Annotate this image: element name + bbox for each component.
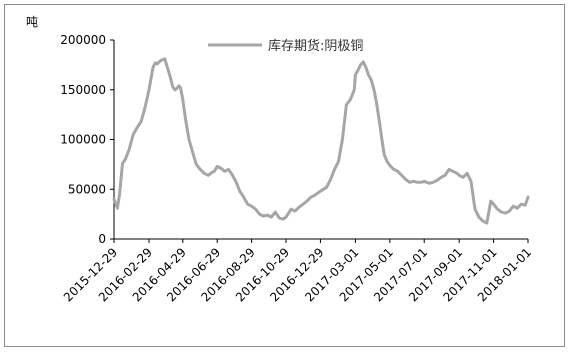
- y-tick-label: 200000: [60, 33, 106, 47]
- y-tick-label: 100000: [60, 133, 106, 147]
- y-axis: 0 50000 100000 150000 200000: [60, 33, 115, 246]
- x-axis: 2015-12-292016-02-292016-04-292016-06-29…: [61, 238, 534, 304]
- y-unit-label: 吨: [26, 15, 38, 29]
- legend-label: 库存期货:阴极铜: [268, 38, 363, 54]
- y-tick-label: 50000: [68, 182, 106, 196]
- chart-frame: [4, 4, 565, 347]
- plot-area: [112, 57, 530, 225]
- series-line: [112, 57, 530, 225]
- legend: 库存期货:阴极铜: [208, 38, 363, 54]
- y-tick-label: 150000: [60, 83, 106, 97]
- y-tick-label: 0: [98, 232, 106, 246]
